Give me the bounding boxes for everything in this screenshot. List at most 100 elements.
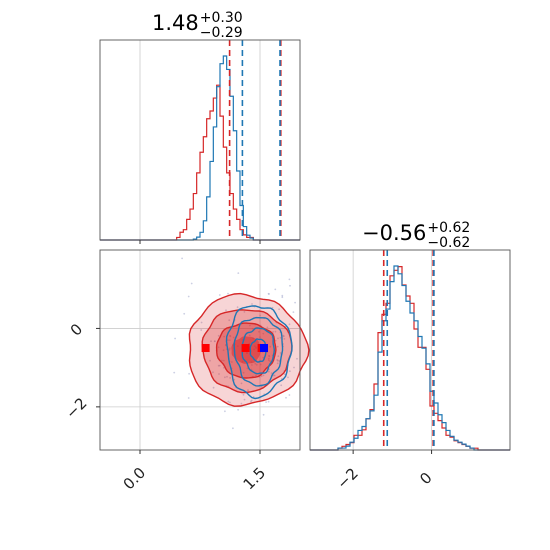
scatter-point: [243, 398, 246, 401]
scatter-point: [281, 296, 284, 299]
scatter-point: [236, 345, 239, 347]
scatter-point: [268, 354, 270, 357]
marker-red-0: [201, 344, 210, 352]
scatter-point: [190, 282, 193, 285]
scatter-point: [187, 295, 190, 298]
scatter-point: [217, 334, 220, 337]
scatter-point: [240, 382, 243, 385]
scatter-point: [266, 326, 269, 329]
scatter-point: [269, 360, 271, 363]
marker-red-1: [241, 344, 250, 352]
scatter-point: [276, 359, 279, 361]
scatter-point: [232, 427, 234, 430]
scatter-point: [224, 410, 226, 413]
scatter-point: [285, 396, 287, 399]
scatter-point: [262, 374, 265, 377]
scatter-point: [228, 348, 231, 351]
param1-title-value: −0.56: [362, 221, 426, 245]
scatter-point: [221, 359, 223, 362]
scatter-point: [288, 323, 291, 326]
scatter-point: [259, 363, 262, 366]
scatter-point: [280, 384, 283, 387]
scatter-point: [181, 257, 184, 260]
scatter-point: [255, 346, 257, 349]
scatter-point: [283, 338, 286, 340]
scatter-point: [229, 335, 232, 338]
scatter-point: [247, 389, 249, 392]
scatter-point: [224, 376, 226, 379]
panel-joint-frame: [99, 249, 301, 451]
red-contour-2: [215, 322, 277, 379]
scatter-point: [212, 386, 215, 389]
scatter-point: [246, 352, 248, 355]
scatter-point: [253, 348, 256, 351]
scatter-point: [225, 309, 227, 312]
scatter-point: [260, 386, 263, 388]
scatter-point: [249, 324, 251, 327]
scatter-point: [250, 361, 253, 363]
scatter-point: [250, 400, 252, 403]
scatter-point: [252, 337, 255, 340]
scatter-point: [251, 303, 253, 305]
scatter-point: [265, 401, 267, 403]
scatter-point: [229, 377, 232, 379]
marker-blue-3: [260, 344, 268, 352]
param0-title-plus: +0.30: [200, 10, 243, 26]
scatter-point: [269, 345, 272, 348]
scatter-point: [227, 292, 229, 295]
scatter-point: [254, 362, 257, 365]
scatter-point: [226, 375, 228, 378]
scatter-point: [283, 373, 286, 376]
scatter-point: [231, 361, 233, 363]
scatter-point: [294, 301, 296, 304]
scatter-point: [237, 408, 240, 411]
blue-contour-1: [233, 316, 284, 387]
scatter-point: [229, 401, 231, 404]
scatter-point: [237, 272, 240, 274]
scatter-point: [262, 332, 265, 335]
scatter-point: [242, 393, 245, 396]
scatter-point: [278, 308, 280, 311]
scatter-point: [209, 359, 211, 362]
scatter-point: [212, 371, 214, 374]
scatter-point: [213, 340, 216, 343]
scatter-point: [259, 314, 261, 317]
scatter-point: [217, 346, 220, 349]
scatter-point: [270, 372, 273, 374]
scatter-point: [288, 278, 291, 281]
param0-title-value: 1.48: [152, 11, 199, 35]
scatter-point: [200, 321, 203, 324]
scatter-point: [289, 284, 291, 287]
scatter-point: [274, 330, 277, 333]
scatter-point: [236, 306, 239, 309]
param1-title: −0.56 +0.62−0.62: [362, 220, 470, 251]
scatter-point: [267, 292, 270, 295]
panel-top-frame: [99, 39, 301, 241]
scatter-point: [277, 355, 280, 358]
scatter-point: [210, 340, 212, 343]
param1-title-plus: +0.62: [427, 220, 470, 236]
hist-right-blue: [310, 265, 510, 451]
scatter-point: [292, 311, 295, 313]
scatter-point: [228, 319, 231, 322]
scatter-point: [258, 330, 260, 333]
scatter-point: [218, 364, 221, 367]
scatter-point: [288, 394, 291, 396]
scatter-point: [241, 360, 244, 363]
scatter-point: [248, 334, 251, 337]
scatter-point: [267, 359, 270, 362]
scatter-point: [262, 413, 265, 416]
scatter-point: [255, 374, 257, 377]
scatter-point: [293, 366, 295, 369]
scatter-point: [174, 337, 177, 340]
scatter-point: [272, 331, 274, 333]
scatter-point: [227, 400, 230, 403]
scatter-point: [227, 339, 229, 341]
scatter-point: [260, 375, 263, 378]
scatter-point: [223, 335, 226, 338]
param1-title-minus: −0.62: [427, 235, 470, 251]
scatter-point: [279, 352, 282, 354]
scatter-point: [255, 363, 258, 366]
scatter-point: [222, 359, 225, 362]
